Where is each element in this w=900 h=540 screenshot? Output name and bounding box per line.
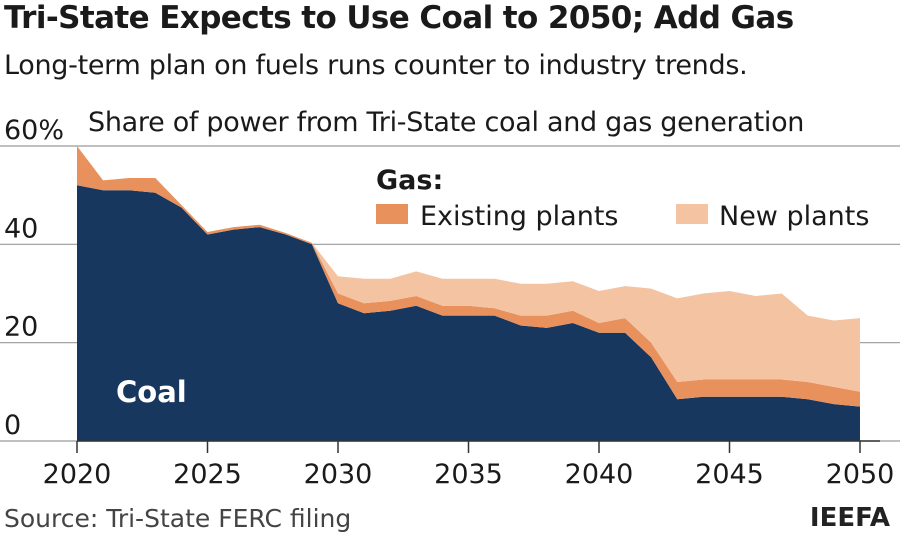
x-tick-label-2020: 2020 [43,459,112,490]
legend-title: Gas: [376,165,443,196]
y-tick-label-20: 20 [4,312,38,343]
brand-logo-text: IEEFA [809,503,890,533]
x-tick-label-2030: 2030 [304,459,373,490]
y-tick-label-60: 60% [4,115,64,146]
y-axis-label: Share of power from Tri-State coal and g… [88,107,805,138]
area-existing-plants [77,146,860,407]
x-tick-label-2050: 2050 [826,459,895,490]
legend-label-2: New plants [719,201,869,232]
legend: Gas: Existing plants New plants [376,165,869,232]
area-series: Coal [77,146,860,441]
legend-swatch-2 [676,204,708,224]
x-tick-label-2025: 2025 [173,459,242,490]
x-tick-label-2035: 2035 [434,459,503,490]
source-note: Source: Tri-State FERC filing [4,504,352,533]
area-new-plants [77,146,860,392]
legend-label-1: Existing plants [420,201,618,232]
legend-swatch-1 [376,204,408,224]
coal-series-label: Coal [116,375,187,409]
x-tick-label-2040: 2040 [565,459,634,490]
y-tick-label-40: 40 [4,213,38,244]
chart-subtitle: Long-term plan on fuels runs counter to … [4,50,748,81]
y-tick-label-0: 0 [4,410,21,441]
area-coal [77,185,860,441]
chart-title: Tri-State Expects to Use Coal to 2050; A… [4,0,794,36]
x-tick-label-2045: 2045 [695,459,764,490]
